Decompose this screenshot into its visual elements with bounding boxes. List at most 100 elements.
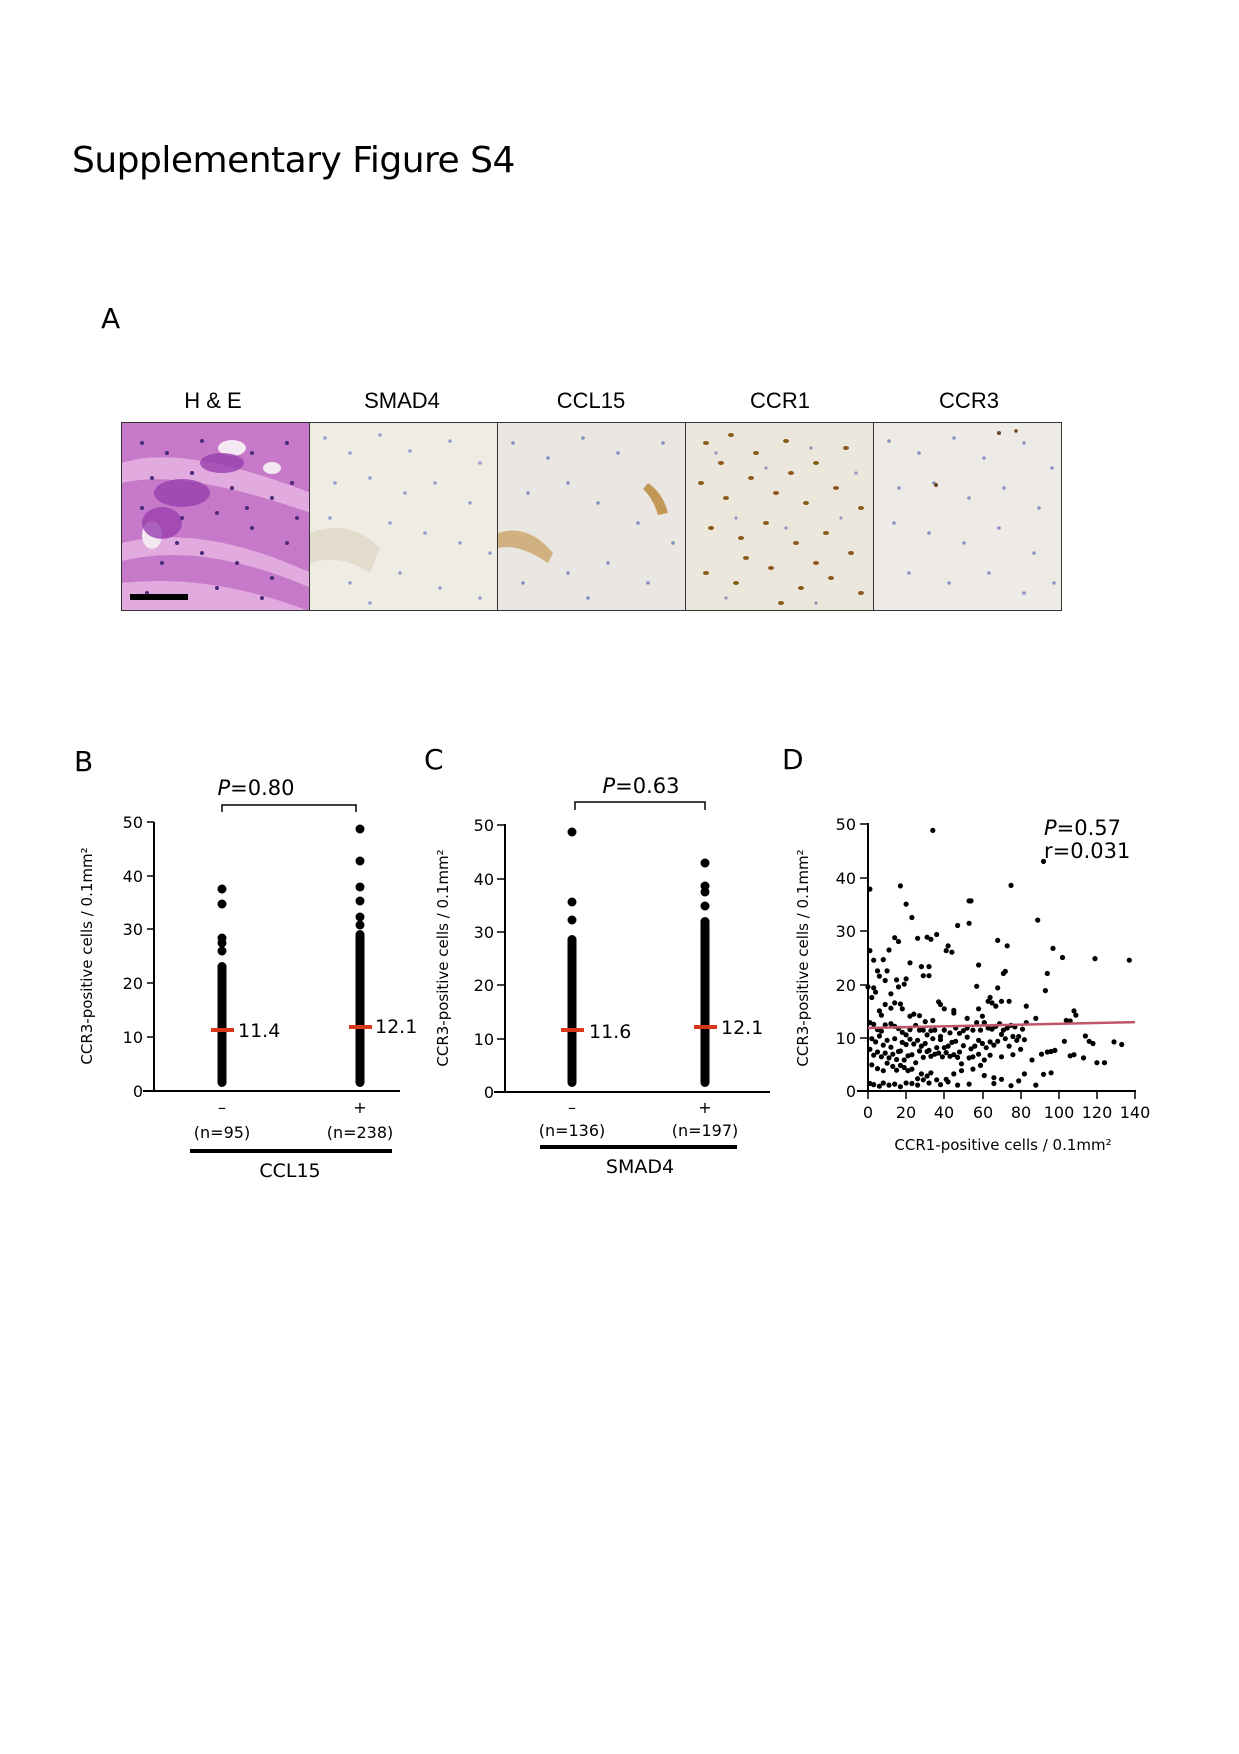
histology-image-smad4 xyxy=(309,422,498,611)
scatter-point xyxy=(1010,1033,1016,1040)
scatter-point xyxy=(899,1006,905,1012)
scatter-point xyxy=(905,1068,911,1074)
scatter-points xyxy=(865,827,1132,1090)
scatter-point xyxy=(895,984,902,990)
scatter-point xyxy=(945,1079,951,1085)
scatter-point xyxy=(1044,1049,1050,1055)
scatter-point xyxy=(1018,1046,1024,1052)
scatter-point xyxy=(970,1027,976,1033)
histology-image-ccr1 xyxy=(685,422,874,611)
y-tick-labels: 50 40 30 20 10 0 xyxy=(474,816,494,1102)
scatter-point xyxy=(873,1039,879,1045)
dot-column-positive xyxy=(355,824,365,1087)
svg-text:30: 30 xyxy=(474,923,494,942)
scatter-point xyxy=(928,1053,934,1059)
y-axis-label: CCR3-positive cells / 0.1mm² xyxy=(434,849,452,1066)
scatter-point xyxy=(995,1038,1001,1044)
scatter-point xyxy=(945,943,951,949)
scatter-point xyxy=(903,1032,909,1038)
page-title: Supplementary Figure S4 xyxy=(72,140,515,181)
group-sign-positive: + xyxy=(353,1098,366,1117)
scatter-point xyxy=(1038,1051,1045,1057)
dot-column-negative xyxy=(217,884,227,1087)
scatter-point xyxy=(939,1054,946,1060)
scatter-point xyxy=(934,1077,940,1083)
scatter-point xyxy=(958,1061,965,1067)
scatter-point xyxy=(899,1039,905,1045)
scatter-point xyxy=(976,1006,982,1012)
panel-c-letter: C xyxy=(424,743,444,776)
scatter-point xyxy=(926,1080,932,1086)
mean-label-positive: 12.1 xyxy=(721,1017,763,1039)
scatter-point xyxy=(1000,1027,1007,1033)
scatter-point xyxy=(869,1062,875,1068)
scatter-point xyxy=(903,901,909,907)
group-n-negative: (n=95) xyxy=(194,1123,250,1142)
svg-text:40: 40 xyxy=(474,870,494,889)
mean-bar-positive xyxy=(349,1025,372,1029)
svg-text:120: 120 xyxy=(1082,1103,1113,1122)
scatter-point xyxy=(1119,1041,1125,1048)
group-n-positive: (n=197) xyxy=(672,1121,739,1140)
significance-bracket xyxy=(221,804,357,812)
mean-bar-negative xyxy=(561,1028,584,1032)
scatter-point xyxy=(998,998,1005,1004)
scatter-point xyxy=(958,1068,965,1074)
scatter-point xyxy=(977,1027,984,1033)
mean-bar-positive xyxy=(694,1025,717,1029)
scatter-point xyxy=(932,1027,938,1033)
scatter-point xyxy=(897,1062,904,1068)
y-ticks xyxy=(497,824,505,1040)
scatter-point xyxy=(974,983,980,989)
svg-text:0: 0 xyxy=(863,1103,873,1122)
scatter-point xyxy=(941,1027,947,1033)
image-label-smad4: SMAD4 xyxy=(364,388,440,413)
scatter-point xyxy=(1080,1055,1087,1061)
scatter-point xyxy=(1086,1038,1092,1044)
scatter-point xyxy=(918,964,925,970)
image-label-he: H & E xyxy=(184,388,242,413)
scatter-point xyxy=(901,1057,907,1063)
scatter-point xyxy=(905,1053,911,1059)
scatter-point xyxy=(1048,1070,1054,1076)
scatter-point xyxy=(867,948,873,954)
scatter-point xyxy=(976,1051,982,1057)
scatter-point xyxy=(895,938,902,945)
scatter-point xyxy=(916,1048,923,1054)
scatter-point xyxy=(884,1037,890,1043)
scatter-point xyxy=(892,935,898,941)
scatter-point xyxy=(924,1048,930,1055)
group-title: CCL15 xyxy=(259,1160,320,1182)
svg-text:40: 40 xyxy=(934,1103,954,1122)
scatter-point xyxy=(989,1026,995,1032)
scatter-point xyxy=(880,1042,886,1048)
scatter-point xyxy=(909,1052,915,1058)
scatter-point xyxy=(886,1082,892,1088)
scatter-point xyxy=(909,1080,915,1087)
scatter-point xyxy=(1052,1047,1058,1053)
scatter-point xyxy=(882,1001,888,1008)
dot-column-negative xyxy=(567,827,577,1087)
scatter-point xyxy=(995,937,1001,944)
scatter-point xyxy=(871,1052,877,1058)
scatter-point xyxy=(949,949,955,955)
panel-b-chart: P=0.80 50 40 30 20 10 0 CCR3-positive cells … xyxy=(78,776,417,1182)
scatter-point xyxy=(871,985,877,991)
scatter-point xyxy=(924,1032,930,1038)
svg-text:50: 50 xyxy=(836,815,856,834)
histology-image-he xyxy=(121,422,310,611)
scatter-point xyxy=(985,1025,991,1031)
scatter-point xyxy=(1092,956,1098,962)
scatter-point xyxy=(995,985,1001,991)
scatter-point xyxy=(892,1081,898,1087)
scatter-point xyxy=(920,973,926,979)
scatter-point xyxy=(876,1083,883,1089)
scatter-point xyxy=(894,977,900,983)
group-sign-positive: + xyxy=(698,1098,711,1117)
scatter-point xyxy=(901,1064,907,1071)
scatter-point xyxy=(945,1043,951,1049)
image-label-ccr3: CCR3 xyxy=(939,388,999,413)
scatter-point xyxy=(1050,945,1056,952)
scatter-point xyxy=(888,1044,894,1050)
